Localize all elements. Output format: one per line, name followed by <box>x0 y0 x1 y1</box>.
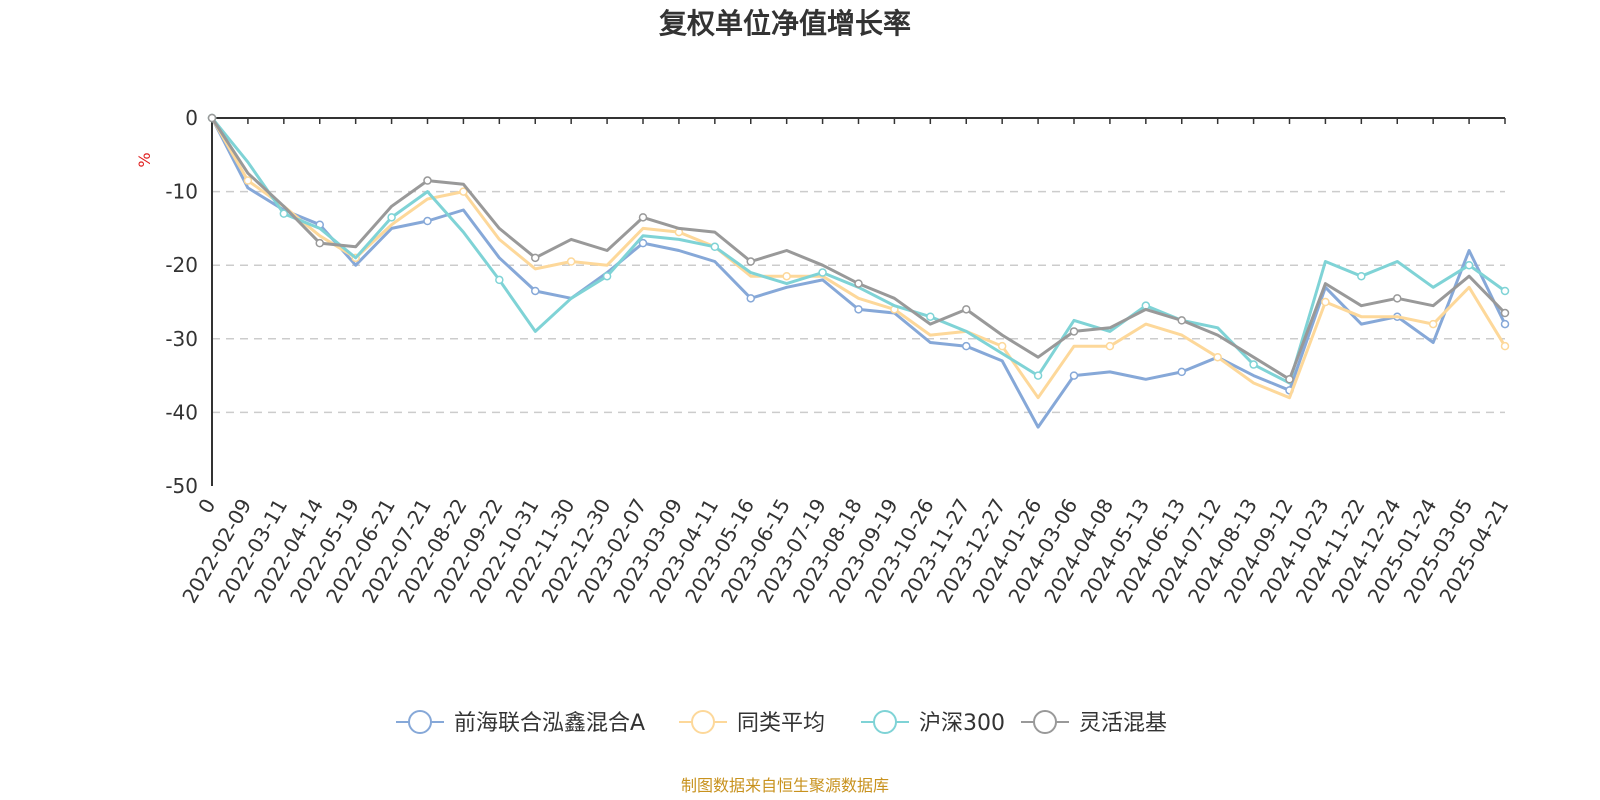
axes <box>211 117 1506 486</box>
data-point <box>746 294 755 303</box>
legend-item[interactable]: 前海联合泓鑫混合A <box>396 710 645 736</box>
x-tick-label: 0 <box>193 495 220 518</box>
data-point <box>602 271 612 281</box>
legend-marker <box>408 710 432 734</box>
data-point <box>854 279 863 288</box>
legend[interactable]: 前海联合泓鑫混合A 同类平均 沪深300 灵活混基 <box>396 710 1167 736</box>
data-point <box>1177 367 1186 377</box>
legend-label: 沪深300 <box>919 711 1005 736</box>
legend-label: 灵活混基 <box>1079 711 1167 736</box>
data-point <box>1464 260 1474 270</box>
data-point <box>207 113 217 123</box>
data-point <box>387 213 396 222</box>
series-line <box>210 117 1507 400</box>
data-point <box>243 176 253 185</box>
data-point <box>962 305 971 314</box>
data-point <box>423 216 432 226</box>
data-point <box>1500 341 1510 351</box>
series-group <box>207 113 1510 385</box>
series-group <box>207 113 1510 400</box>
legend-label: 同类平均 <box>737 711 825 736</box>
data-point <box>926 312 935 321</box>
data-point <box>459 187 468 196</box>
data-point <box>566 257 576 266</box>
data-point <box>531 253 540 263</box>
y-axis-unit: % <box>135 152 154 167</box>
data-point <box>495 275 504 285</box>
data-point <box>1285 375 1294 384</box>
data-point <box>1105 341 1115 351</box>
data-point <box>638 238 648 248</box>
data-point <box>423 176 432 185</box>
data-point <box>997 341 1007 351</box>
data-point <box>1033 371 1043 380</box>
data-point <box>1500 286 1510 296</box>
legend-marker <box>1033 710 1057 734</box>
legend-item[interactable]: 沪深300 <box>861 710 1005 736</box>
data-point <box>279 209 289 218</box>
data-point <box>1321 297 1330 307</box>
data-point <box>782 271 791 281</box>
data-point <box>854 305 863 314</box>
data-point <box>1428 319 1438 329</box>
series-line <box>210 117 1507 429</box>
data-point <box>1177 316 1186 325</box>
legend-item[interactable]: 同类平均 <box>679 710 825 736</box>
data-point <box>315 238 324 248</box>
data-point <box>1069 371 1079 380</box>
data-point <box>1069 327 1079 336</box>
data-source-note: 制图数据来自恒生聚源数据库 <box>681 776 889 795</box>
legend-marker <box>873 710 897 734</box>
y-tick-label: -20 <box>165 253 198 277</box>
chart-title: 复权单位净值增长率 <box>659 7 911 40</box>
data-point <box>531 286 540 296</box>
data-point <box>746 257 755 266</box>
y-tick-label: -10 <box>165 180 198 204</box>
data-point <box>1393 294 1402 303</box>
data-point <box>962 341 971 351</box>
data-point <box>818 268 827 277</box>
y-tick-label: -30 <box>165 327 198 351</box>
data-point <box>1500 308 1510 318</box>
data-point <box>1249 360 1258 369</box>
legend-label: 前海联合泓鑫混合A <box>454 711 645 736</box>
data-point <box>638 213 648 222</box>
x-tick-labels: 02022-02-092022-03-112022-04-142022-05-1… <box>177 494 1513 607</box>
y-tick-label: -40 <box>165 400 198 424</box>
legend-marker <box>691 710 715 734</box>
series-lines <box>207 113 1510 429</box>
series-group <box>207 113 1510 384</box>
y-tick-label: -50 <box>165 474 198 498</box>
series-group <box>207 113 1510 429</box>
y-tick-label: 0 <box>185 106 198 130</box>
data-point <box>1213 352 1222 362</box>
legend-item[interactable]: 灵活混基 <box>1021 710 1167 736</box>
data-point <box>1500 319 1510 329</box>
y-tick-labels: 0 -10 -20 -30 -40 -50 <box>165 106 198 498</box>
data-point <box>1357 271 1366 281</box>
data-point <box>710 242 720 252</box>
